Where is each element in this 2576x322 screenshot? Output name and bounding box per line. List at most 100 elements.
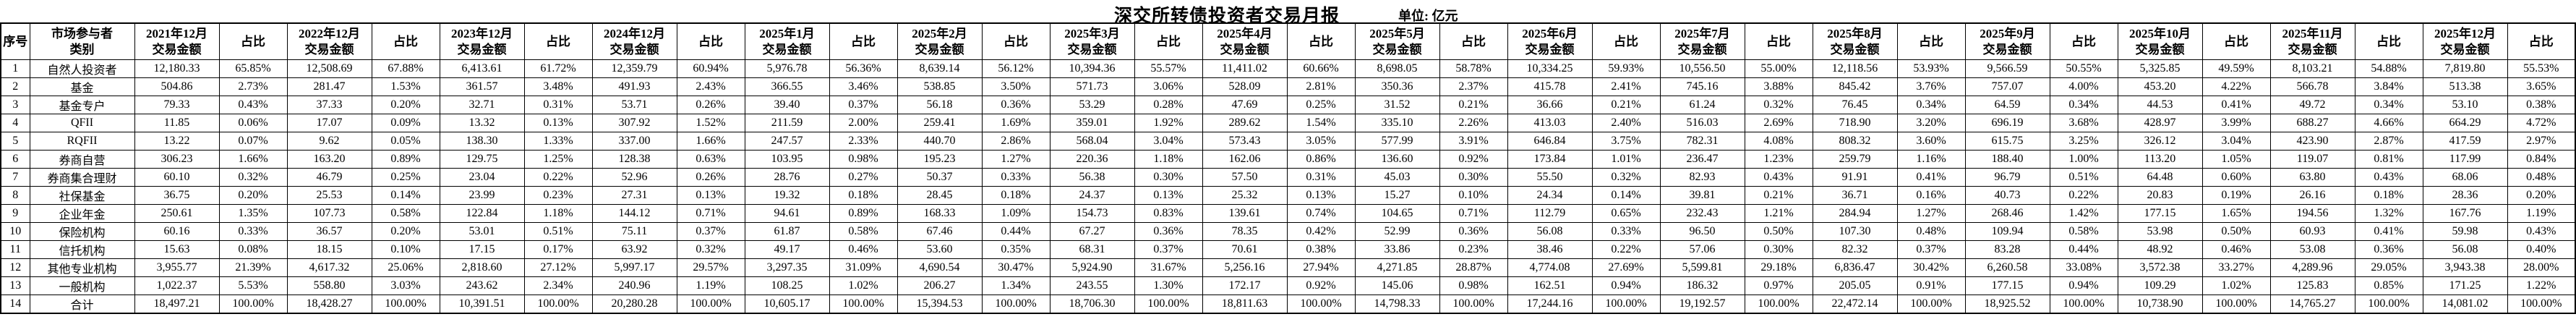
pct-cell: 3.04% xyxy=(1134,132,1203,151)
amount-cell: 5,976.78 xyxy=(744,59,830,78)
amount-column-header: 2025年1月 交易金额 xyxy=(744,22,830,60)
amount-cell: 9.62 xyxy=(286,132,372,151)
amount-cell: 112.79 xyxy=(1507,204,1593,223)
amount-cell: 55.50 xyxy=(1507,168,1593,187)
pct-cell: 0.10% xyxy=(371,240,440,259)
pct-cell: 29.18% xyxy=(1744,258,1813,277)
table-row: 3 基金专户 79.33 0.43% 37.33 0.20% 32.71 0.31% 53.71… xyxy=(0,96,2576,114)
amount-cell: 154.73 xyxy=(1049,204,1135,223)
pct-cell: 0.84% xyxy=(2507,150,2576,169)
pct-cell: 67.88% xyxy=(371,59,440,78)
serial-cell: 3 xyxy=(0,96,30,114)
amount-cell: 108.25 xyxy=(744,276,830,295)
pct-cell: 100.00% xyxy=(1286,295,1356,314)
pct-cell: 0.36% xyxy=(1134,222,1203,241)
amount-cell: 36.57 xyxy=(286,222,372,241)
pct-cell: 1.02% xyxy=(829,276,898,295)
pct-cell: 0.25% xyxy=(1286,96,1356,114)
pct-cell: 1.27% xyxy=(1896,204,1966,223)
amount-column-header: 2023年12月 交易金额 xyxy=(439,22,525,60)
pct-cell: 0.30% xyxy=(1744,240,1813,259)
pct-cell: 100.00% xyxy=(2201,295,2271,314)
pct-cell: 0.36% xyxy=(1439,222,1508,241)
amount-cell: 79.33 xyxy=(134,96,220,114)
amount-cell: 119.07 xyxy=(2269,150,2355,169)
pct-cell: 3.06% xyxy=(1134,77,1203,96)
pct-cell: 0.43% xyxy=(1744,168,1813,187)
pct-cell: 28.00% xyxy=(2507,258,2576,277)
pct-column-header: 占比 xyxy=(523,22,593,60)
amount-cell: 38.46 xyxy=(1507,240,1593,259)
pct-cell: 0.07% xyxy=(218,132,288,151)
pct-cell: 0.37% xyxy=(1134,240,1203,259)
pct-cell: 0.22% xyxy=(2049,186,2118,205)
pct-cell: 100.00% xyxy=(829,295,898,314)
amount-cell: 232.43 xyxy=(1659,204,1745,223)
amount-cell: 83.28 xyxy=(1964,240,2050,259)
pct-cell: 0.60% xyxy=(2201,168,2271,187)
pct-column-header: 占比 xyxy=(1439,22,1508,60)
pct-cell: 0.63% xyxy=(676,150,745,169)
amount-cell: 122.84 xyxy=(439,204,525,223)
pct-cell: 0.98% xyxy=(829,150,898,169)
amount-cell: 4,617.32 xyxy=(286,258,372,277)
pct-cell: 2.33% xyxy=(829,132,898,151)
serial-cell: 11 xyxy=(0,240,30,259)
amount-cell: 61.87 xyxy=(744,222,830,241)
amount-cell: 19.32 xyxy=(744,186,830,205)
category-cell: 券商自营 xyxy=(29,150,135,169)
amount-cell: 53.98 xyxy=(2117,222,2203,241)
amount-cell: 36.71 xyxy=(1812,186,1898,205)
pct-cell: 1.09% xyxy=(981,204,1050,223)
pct-cell: 0.44% xyxy=(2049,240,2118,259)
pct-cell: 0.50% xyxy=(2201,222,2271,241)
pct-cell: 58.78% xyxy=(1439,59,1508,78)
amount-cell: 350.36 xyxy=(1354,77,1440,96)
pct-cell: 2.73% xyxy=(218,77,288,96)
pct-cell: 0.97% xyxy=(1744,276,1813,295)
amount-cell: 326.12 xyxy=(2117,132,2203,151)
amount-cell: 3,943.38 xyxy=(2422,258,2508,277)
pct-cell: 0.23% xyxy=(523,186,593,205)
pct-column-header: 占比 xyxy=(981,22,1050,60)
amount-cell: 538.85 xyxy=(897,77,983,96)
amount-cell: 76.45 xyxy=(1812,96,1898,114)
pct-cell: 1.00% xyxy=(2049,150,2118,169)
amount-cell: 39.81 xyxy=(1659,186,1745,205)
amount-cell: 125.83 xyxy=(2269,276,2355,295)
table-row: 8 社保基金 36.75 0.20% 25.53 0.14% 23.99 0.23% 27.31… xyxy=(0,186,2576,205)
pct-cell: 49.59% xyxy=(2201,59,2271,78)
amount-cell: 18,497.21 xyxy=(134,295,220,314)
amount-cell: 17.07 xyxy=(286,114,372,132)
pct-column-header: 占比 xyxy=(1134,22,1203,60)
pct-cell: 0.89% xyxy=(371,150,440,169)
table-row: 11 信托机构 15.63 0.08% 18.15 0.10% 17.15 0.17% 63.9… xyxy=(0,240,2576,259)
amount-cell: 18,925.52 xyxy=(1964,295,2050,314)
amount-cell: 171.25 xyxy=(2422,276,2508,295)
amount-column-header: 2022年12月 交易金额 xyxy=(286,22,372,60)
amount-cell: 96.50 xyxy=(1659,222,1745,241)
pct-cell: 0.28% xyxy=(1134,96,1203,114)
pct-cell: 0.34% xyxy=(1896,96,1966,114)
pct-cell: 0.21% xyxy=(1591,96,1661,114)
amount-cell: 53.71 xyxy=(591,96,677,114)
pct-column-header: 占比 xyxy=(2507,22,2576,60)
pct-column-header: 占比 xyxy=(676,22,745,60)
pct-cell: 0.31% xyxy=(523,96,593,114)
pct-cell: 3.68% xyxy=(2049,114,2118,132)
pct-cell: 0.32% xyxy=(676,240,745,259)
pct-cell: 0.20% xyxy=(371,96,440,114)
amount-cell: 5,997.17 xyxy=(591,258,677,277)
amount-cell: 211.59 xyxy=(744,114,830,132)
amount-cell: 168.33 xyxy=(897,204,983,223)
pct-cell: 0.86% xyxy=(1286,150,1356,169)
pct-cell: 0.41% xyxy=(2201,96,2271,114)
amount-cell: 32.71 xyxy=(439,96,525,114)
pct-cell: 0.71% xyxy=(676,204,745,223)
pct-cell: 4.72% xyxy=(2507,114,2576,132)
amount-cell: 20,280.28 xyxy=(591,295,677,314)
amount-cell: 27.31 xyxy=(591,186,677,205)
category-cell: 一般机构 xyxy=(29,276,135,295)
amount-cell: 109.94 xyxy=(1964,222,2050,241)
table-row: 6 券商自营 306.23 1.66% 163.20 0.89% 129.75 1.25% 12… xyxy=(0,150,2576,169)
